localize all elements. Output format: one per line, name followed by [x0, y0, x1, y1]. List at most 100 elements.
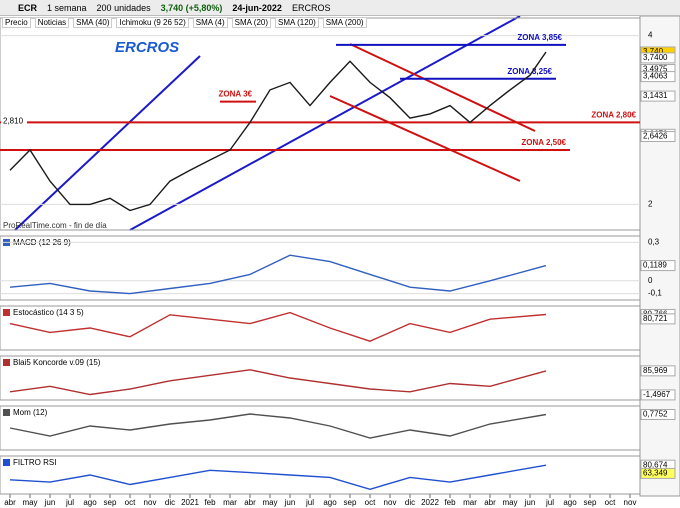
- series-line: [9, 413, 547, 439]
- panel-frame: [0, 455, 641, 495]
- zone-label: ZONA 3€: [219, 90, 253, 99]
- x-tick-label: 2021: [181, 498, 199, 507]
- watermark: ERCROS: [115, 39, 179, 56]
- panel-title-bg: [1, 457, 111, 468]
- legend: Precio Noticias SMA (40) Ichimoku (9 26 52)…: [2, 17, 367, 28]
- toolbar: ECR 1 semana 200 unidades 3,740 (+5,80%)…: [0, 0, 680, 16]
- x-tick-label: 2022: [421, 498, 439, 507]
- readout-label: 2,6426: [643, 132, 668, 141]
- legend-item[interactable]: SMA (200): [322, 17, 367, 28]
- x-tick-label: ago: [563, 498, 577, 507]
- panel-swatch: [3, 359, 10, 366]
- readout-label: 80,674: [643, 460, 668, 469]
- x-tick-label: oct: [605, 498, 616, 507]
- x-tick-label: ago: [323, 498, 337, 507]
- x-tick-label: mar: [463, 498, 477, 507]
- units[interactable]: 200 unidades: [96, 2, 151, 13]
- x-tick-label: jul: [65, 498, 74, 507]
- zone-label: ZONA 2,80€: [591, 111, 636, 120]
- x-tick-label: nov: [144, 498, 157, 507]
- x-tick-label: abr: [484, 498, 496, 507]
- x-tick-label: may: [22, 498, 37, 507]
- panel-frame: [0, 355, 641, 401]
- quote: 3,740 (+5,80%): [160, 2, 223, 13]
- date: 24-jun-2022: [232, 2, 282, 13]
- series-line: [9, 254, 547, 295]
- legend-item[interactable]: SMA (4): [192, 17, 228, 28]
- panel-title-bg: [1, 407, 111, 418]
- symbol[interactable]: ECR: [18, 2, 38, 13]
- x-tick-label: jul: [545, 498, 554, 507]
- readout-box: [640, 90, 676, 102]
- name: ERCROS: [291, 2, 331, 13]
- background: [0, 16, 680, 508]
- panel-frame: [0, 305, 641, 351]
- x-tick-label: sep: [344, 498, 357, 507]
- readout-label: 85,969: [643, 366, 668, 375]
- source: ProRealTime.com - fin de día: [3, 221, 107, 230]
- period[interactable]: 1 semana: [47, 2, 87, 13]
- readout-box: [640, 408, 676, 420]
- x-tick-label: sep: [584, 498, 597, 507]
- legend-item[interactable]: Ichimoku (9 26 52): [116, 17, 189, 28]
- readout-label: 0,7752: [643, 410, 668, 419]
- panel-frame: [0, 235, 641, 301]
- panel-title: Blai5 Koncorde v.09 (15): [13, 358, 101, 367]
- series-line: [9, 311, 547, 342]
- axis-panel: [639, 16, 680, 497]
- legend-item[interactable]: SMA (40): [73, 17, 113, 28]
- readout-label: 63,349: [643, 469, 668, 478]
- zone-label: ZONA 3,85€: [517, 33, 562, 42]
- x-tick-label: may: [502, 498, 517, 507]
- panel-swatch: [3, 459, 10, 466]
- channel-line: [14, 55, 201, 231]
- x-tick-label: jun: [524, 498, 536, 507]
- panel-title: Mom (12): [13, 408, 48, 417]
- readout-label: 80,721: [643, 314, 668, 323]
- readout-box: [640, 365, 676, 377]
- readout-box: [640, 131, 676, 143]
- y-tick-label: -0,1: [648, 289, 662, 298]
- legend-item[interactable]: SMA (120): [275, 17, 319, 28]
- x-tick-label: sep: [104, 498, 117, 507]
- channel-line: [329, 95, 521, 182]
- readout-box: [640, 52, 676, 64]
- panel-title: Estocástico (14 3 5): [13, 308, 84, 317]
- readout-label: 3,4975: [643, 65, 668, 74]
- readout-label: 3,740: [643, 47, 664, 56]
- legend-item[interactable]: Noticias: [34, 17, 70, 28]
- x-tick-label: oct: [125, 498, 136, 507]
- x-tick-label: feb: [444, 498, 456, 507]
- readout-label: 3,7400: [643, 53, 668, 62]
- readout-box: [640, 467, 676, 479]
- series-line: [9, 464, 547, 491]
- y-tick-label: 2: [648, 199, 653, 208]
- x-tick-label: may: [262, 498, 277, 507]
- left-label: 2,810: [3, 117, 24, 126]
- x-tick-label: dic: [405, 498, 415, 507]
- zone-label: ZONA 2,50€: [521, 138, 566, 147]
- panel-title: FILTRO RSI: [13, 458, 56, 467]
- left-label-bg: [1, 116, 27, 127]
- x-tick-label: oct: [365, 498, 376, 507]
- readout-label: 3,1431: [643, 91, 668, 100]
- readout-label: 3,4063: [643, 72, 668, 81]
- readout-box: [640, 71, 676, 83]
- series-line: [9, 369, 547, 396]
- panel-title-bg: [1, 307, 111, 318]
- panel-swatch: [3, 309, 10, 316]
- y-tick-label: 0: [648, 276, 653, 285]
- legend-item[interactable]: SMA (20): [231, 17, 271, 28]
- channel-line: [349, 43, 536, 132]
- x-tick-label: dic: [165, 498, 175, 507]
- x-tick-label: nov: [384, 498, 397, 507]
- x-tick-label: jun: [44, 498, 56, 507]
- panel-title-bg: [1, 357, 111, 368]
- legend-item[interactable]: Precio: [2, 17, 31, 28]
- x-tick-label: nov: [624, 498, 637, 507]
- x-tick-label: jul: [305, 498, 314, 507]
- zone-label: ZONA 3,25€: [507, 67, 552, 76]
- y-tick-label: 0,3: [648, 238, 660, 247]
- readout-box: [640, 313, 676, 325]
